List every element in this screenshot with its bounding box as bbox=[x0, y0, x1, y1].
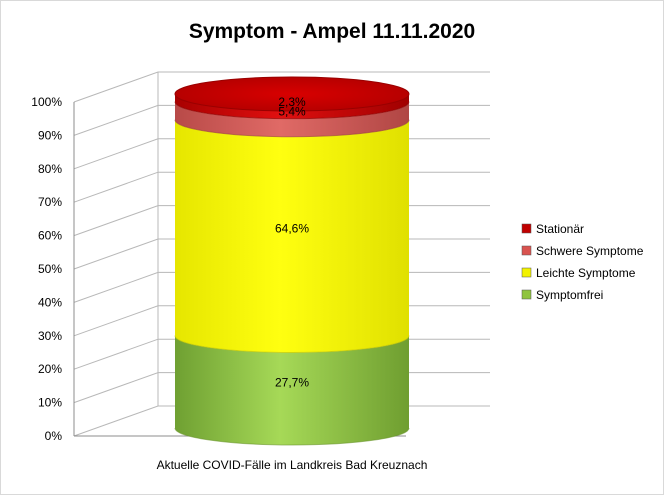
chart-title: Symptom - Ampel 11.11.2020 bbox=[189, 20, 475, 43]
y-tick-label: 80% bbox=[38, 162, 62, 176]
legend-swatch bbox=[521, 223, 532, 234]
y-tick-label: 40% bbox=[38, 295, 62, 309]
y-tick-label: 10% bbox=[38, 396, 62, 410]
legend-label: Schwere Symptome bbox=[536, 244, 644, 258]
legend-label: Stationär bbox=[536, 222, 584, 236]
data-label: 5,4% bbox=[278, 105, 306, 119]
bar-segment-symptomfrei bbox=[175, 335, 409, 445]
y-axis: 0% 10% 20% 30% 40% 50% 60% 70% 80% 90% 100% bbox=[31, 72, 406, 443]
x-category-label: Aktuelle COVID-Fälle im Landkreis Bad Kr… bbox=[157, 458, 428, 472]
bar-segment-stationär bbox=[175, 94, 409, 119]
segment-rim bbox=[174, 101, 410, 120]
bar-segment-leichte-symptome bbox=[175, 119, 409, 353]
y-tick-label: 70% bbox=[38, 195, 62, 209]
legend-label: Symptomfrei bbox=[536, 288, 603, 302]
y-tick-label: 0% bbox=[45, 429, 63, 443]
data-labels: 27,7% 64,6% 5,4%2,3% bbox=[275, 95, 309, 390]
y-tick-label: 100% bbox=[31, 95, 62, 109]
legend-label: Leichte Symptome bbox=[536, 266, 636, 280]
y-tick-label: 90% bbox=[38, 128, 62, 142]
segment-rim bbox=[174, 119, 410, 138]
legend-swatch bbox=[521, 267, 532, 278]
segment-rim bbox=[174, 335, 410, 353]
data-label: 2,3% bbox=[278, 95, 306, 109]
y-tick-label: 60% bbox=[38, 229, 62, 243]
legend-swatch bbox=[521, 245, 532, 256]
y-tick-label: 50% bbox=[38, 262, 62, 276]
data-label: 64,6% bbox=[275, 222, 309, 236]
y-tick-label: 20% bbox=[38, 362, 62, 376]
cylinder-top-cap bbox=[174, 76, 410, 112]
stacked-cylinder bbox=[174, 76, 410, 446]
y-tick-label: 30% bbox=[38, 329, 62, 343]
data-label: 27,7% bbox=[275, 376, 309, 390]
legend-swatch bbox=[521, 289, 532, 300]
segment-rim bbox=[174, 427, 410, 446]
bar-segment-schwere-symptome bbox=[175, 101, 409, 137]
legend: Stationär Schwere Symptome Leichte Symptom… bbox=[521, 222, 644, 302]
